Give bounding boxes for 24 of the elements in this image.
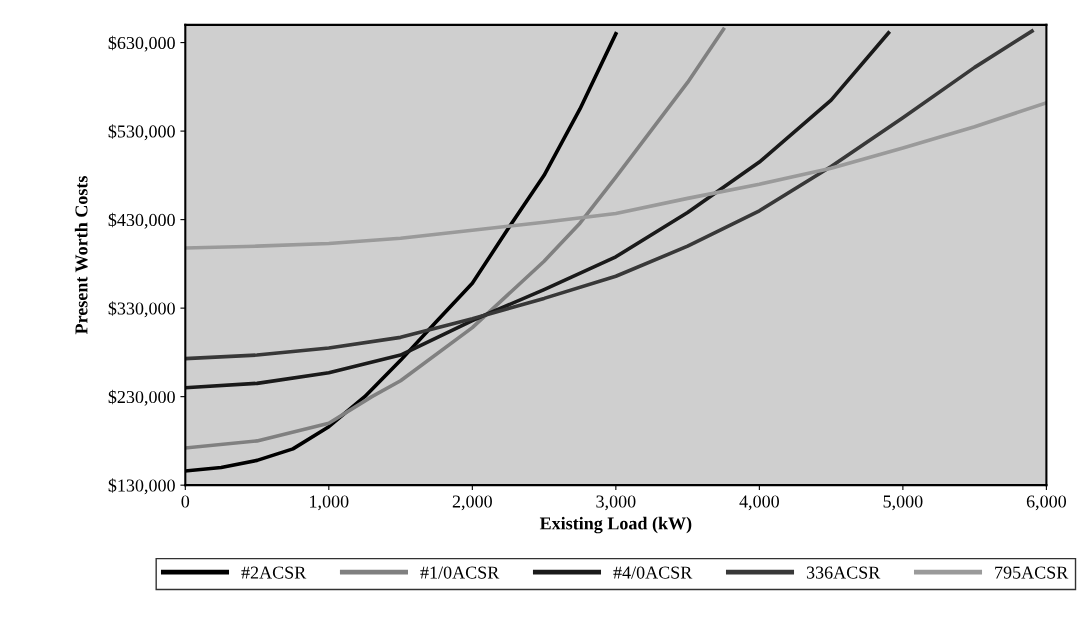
x-tick-label: 2,000 bbox=[452, 495, 492, 511]
y-tick-label: $230,000 bbox=[108, 389, 175, 406]
x-tick-label: 6,000 bbox=[1026, 495, 1067, 511]
x-axis-title: Existing Load (kW) bbox=[539, 516, 692, 534]
x-tick-label: 0 bbox=[181, 495, 190, 508]
legend-label: 795ACSR bbox=[995, 566, 1069, 579]
legend-label: #4/0ACSR bbox=[613, 566, 693, 579]
line-series bbox=[185, 100, 1047, 250]
x-tick-label: 1,000 bbox=[310, 495, 349, 511]
legend-label: #1/0ACSR bbox=[420, 566, 500, 579]
x-tick-label: 4,000 bbox=[739, 495, 779, 511]
legend-label: #2ACSR bbox=[241, 566, 307, 579]
y-tick-label: $430,000 bbox=[108, 212, 175, 229]
y-tick-label: $630,000 bbox=[108, 35, 175, 52]
line-series bbox=[185, 31, 891, 390]
x-tick-label: 3,000 bbox=[596, 495, 636, 511]
x-tick-label: 5,000 bbox=[883, 495, 923, 511]
line-series bbox=[185, 29, 1034, 361]
y-tick-label: $130,000 bbox=[108, 478, 175, 495]
y-tick-label: $530,000 bbox=[108, 124, 175, 141]
y-axis-title: Present Worth Costs bbox=[74, 176, 88, 335]
line-series bbox=[185, 27, 726, 450]
legend-label: 336ACSR bbox=[806, 566, 881, 579]
y-tick-label: $330,000 bbox=[108, 301, 175, 318]
